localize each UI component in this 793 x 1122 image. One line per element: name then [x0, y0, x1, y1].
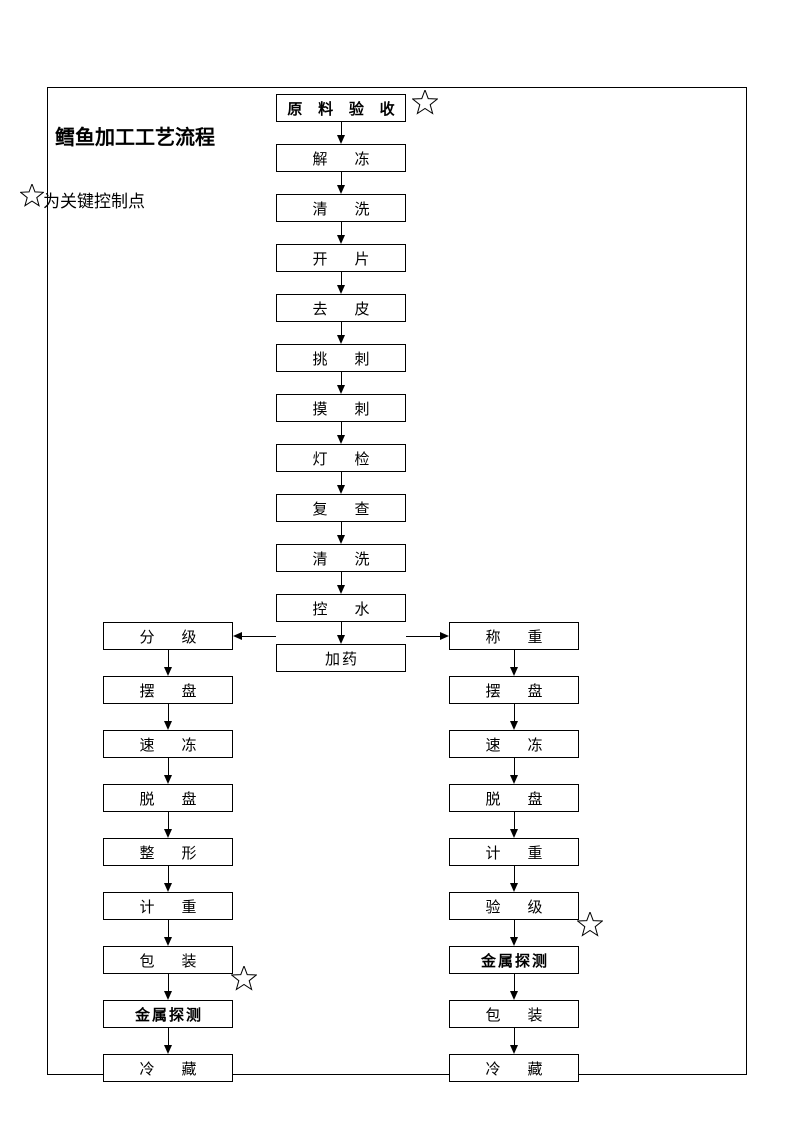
star-icon: [231, 966, 257, 992]
node-recheck: 复 查: [276, 494, 406, 522]
node-r_weigh1: 称 重: [449, 622, 579, 650]
node-fillet: 开 片: [276, 244, 406, 272]
node-r_metal: 金属探测: [449, 946, 579, 974]
node-l_freeze: 速 冻: [103, 730, 233, 758]
node-wash2: 清 洗: [276, 544, 406, 572]
flowchart-canvas: 鳕鱼加工工艺流程 为关键控制点 原 料 验 收解 冻清 洗开 片去 皮挑 刺摸 …: [0, 0, 793, 1122]
diagram-title: 鳕鱼加工工艺流程: [55, 121, 215, 150]
node-r_cold: 冷 藏: [449, 1054, 579, 1082]
node-l_metal: 金属探测: [103, 1000, 233, 1028]
node-l_shape: 整 形: [103, 838, 233, 866]
node-l_weigh: 计 重: [103, 892, 233, 920]
node-l_pack: 包 装: [103, 946, 233, 974]
node-pick: 挑 刺: [276, 344, 406, 372]
node-r_tray: 摆 盘: [449, 676, 579, 704]
node-r_grade: 验 级: [449, 892, 579, 920]
connector-left: [242, 636, 276, 637]
node-candle: 灯 检: [276, 444, 406, 472]
node-r_weigh2: 计 重: [449, 838, 579, 866]
node-l_detray: 脱 盘: [103, 784, 233, 812]
arrow-left: [233, 632, 242, 640]
star-icon: [577, 912, 603, 938]
node-thaw: 解 冻: [276, 144, 406, 172]
star-icon: [412, 90, 438, 116]
node-wash1: 清 洗: [276, 194, 406, 222]
page-frame: [47, 87, 747, 1075]
node-r_freeze: 速 冻: [449, 730, 579, 758]
node-raw: 原 料 验 收: [276, 94, 406, 122]
node-r_detray: 脱 盘: [449, 784, 579, 812]
arrow-right: [440, 632, 449, 640]
node-skin: 去 皮: [276, 294, 406, 322]
node-dose: 加药: [276, 644, 406, 672]
node-feel: 摸 刺: [276, 394, 406, 422]
node-r_pack: 包 装: [449, 1000, 579, 1028]
connector-right: [406, 636, 440, 637]
node-l_tray: 摆 盘: [103, 676, 233, 704]
node-drain: 控 水: [276, 594, 406, 622]
legend-text: 为关键控制点: [43, 187, 145, 212]
legend-star-icon: [20, 184, 44, 208]
node-l_cold: 冷 藏: [103, 1054, 233, 1082]
node-l_grade: 分 级: [103, 622, 233, 650]
